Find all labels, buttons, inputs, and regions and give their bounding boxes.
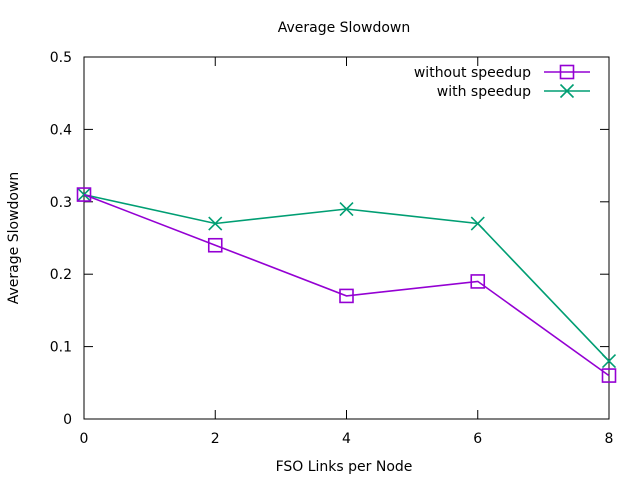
legend-marker bbox=[559, 64, 575, 80]
x-axis-label: FSO Links per Node bbox=[276, 459, 413, 475]
series-without-speedup bbox=[76, 187, 617, 383]
chart-title: Average Slowdown bbox=[278, 20, 411, 36]
y-tick-label: 0.4 bbox=[50, 122, 72, 138]
x-tick-label: 0 bbox=[80, 431, 89, 447]
axes: 0 0.1 0.2 0.3 0.4 0.5 0 2 4 6 8 bbox=[50, 50, 614, 447]
data-point-without-speedup bbox=[339, 288, 354, 304]
x-tick-label: 4 bbox=[342, 431, 351, 447]
legend-marker bbox=[559, 83, 575, 99]
y-axis-label: Average Slowdown bbox=[6, 172, 22, 305]
data-point-with-speedup bbox=[470, 216, 485, 231]
x-marker-stroke bbox=[339, 201, 354, 217]
legend-label: with speedup bbox=[437, 84, 531, 100]
data-point-with-speedup bbox=[339, 201, 354, 217]
x-marker-stroke bbox=[601, 354, 617, 369]
x-marker-stroke bbox=[559, 83, 575, 99]
y-tick-label: 0.1 bbox=[50, 340, 72, 356]
data-point-without-speedup bbox=[601, 368, 617, 383]
x-tick-label: 8 bbox=[605, 431, 614, 447]
y-tick-label: 0 bbox=[63, 412, 72, 428]
series-line-without-speedup bbox=[83, 193, 610, 377]
data-point-with-speedup bbox=[76, 187, 92, 202]
y-tick-label: 0.2 bbox=[50, 267, 72, 283]
data-point-with-speedup bbox=[601, 354, 617, 369]
series-group bbox=[76, 187, 617, 383]
legend: without speedup with speedup bbox=[414, 64, 590, 100]
data-point-with-speedup bbox=[208, 216, 223, 231]
y-tick-label: 0.3 bbox=[50, 195, 72, 211]
x-marker-stroke bbox=[208, 216, 223, 231]
data-point-without-speedup bbox=[207, 237, 223, 253]
x-tick-label: 2 bbox=[211, 431, 220, 447]
legend-item-without-speedup: without speedup bbox=[414, 64, 590, 81]
plot-frame bbox=[83, 56, 610, 420]
legend-item-with-speedup: with speedup bbox=[437, 83, 590, 100]
series-with-speedup bbox=[76, 187, 617, 369]
y-tick-label: 0.5 bbox=[50, 50, 72, 66]
x-tick-label: 6 bbox=[473, 431, 482, 447]
legend-label: without speedup bbox=[414, 65, 531, 81]
x-marker-stroke bbox=[470, 216, 485, 231]
x-marker-stroke bbox=[76, 187, 92, 202]
data-point-without-speedup bbox=[76, 187, 92, 202]
series-line-with-speedup bbox=[83, 193, 610, 362]
data-point-without-speedup bbox=[470, 274, 486, 289]
